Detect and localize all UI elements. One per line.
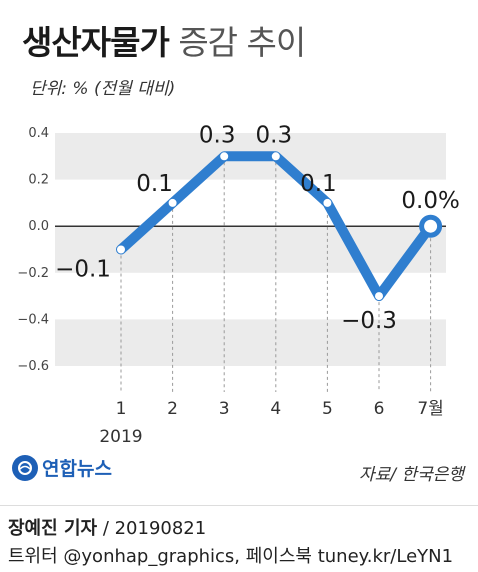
x-tick-label: 5 <box>322 399 333 419</box>
line-chart: 0.4 0.2 0.0 −0.2 −0.4 −0.6 −0.1 0.1 0.3 0.3 0.1 −0.… <box>17 122 459 447</box>
y-tick-label: −0.4 <box>17 312 49 327</box>
y-tick-label: −0.6 <box>17 359 49 374</box>
data-point <box>375 292 383 301</box>
data-point <box>117 245 125 254</box>
data-label: 0.3 <box>199 122 236 148</box>
data-label: 0.1 <box>136 171 173 197</box>
data-point <box>271 152 280 161</box>
grid-band <box>55 319 446 366</box>
x-tick-label: 2 <box>167 399 178 419</box>
x-tick-label: 7월 <box>417 399 443 419</box>
social-links: 트위터 @yonhap_graphics, 페이스북 tuney.kr/LeYN… <box>8 546 454 567</box>
chart-title: 생산자물가 증감 추이 <box>22 16 306 64</box>
data-point <box>220 152 229 161</box>
title-main: 생산자물가 <box>22 23 170 62</box>
end-point-marker <box>419 214 443 238</box>
source-label: 자료/ 한국은행 <box>359 465 464 485</box>
unit-label: 단위: % (전월 대비) <box>30 79 176 99</box>
y-tick-label: 0.2 <box>28 173 49 188</box>
grid-band <box>55 226 446 273</box>
infographic-panel: 생산자물가 증감 추이 단위: % (전월 대비) 0.4 0.2 0.0 −0.2−… <box>12 16 464 485</box>
data-label: 0.3 <box>256 122 293 148</box>
x-tick-label: 4 <box>270 399 281 419</box>
y-tick-label: −0.2 <box>17 266 49 281</box>
publish-date: / 20190821 <box>102 518 207 539</box>
logo-text: 연합뉴스 <box>42 458 112 480</box>
yonhap-logo-icon <box>12 454 38 481</box>
data-point <box>323 198 332 207</box>
data-label: 0.0% <box>401 188 459 214</box>
yonhap-logo: 연합뉴스 <box>12 454 112 481</box>
x-tick-label: 1 <box>116 399 127 419</box>
data-label: 0.1 <box>300 171 337 197</box>
data-label: −0.3 <box>341 308 397 334</box>
y-tick-label: 0.4 <box>28 126 49 141</box>
y-tick-label: 0.0 <box>28 219 49 234</box>
title-sub: 증감 추이 <box>178 23 306 62</box>
reporter-credit: 장예진 기자 / 20190821 <box>8 514 206 540</box>
x-tick-label: 6 <box>374 399 385 419</box>
footer: 장예진 기자 / 20190821 트위터 @yonhap_graphics, … <box>0 505 478 572</box>
data-point <box>168 198 177 207</box>
x-tick-label: 3 <box>219 399 230 419</box>
x-year-label: 2019 <box>99 427 142 447</box>
data-label: −0.1 <box>55 257 111 283</box>
reporter-name: 장예진 기자 <box>8 518 98 539</box>
